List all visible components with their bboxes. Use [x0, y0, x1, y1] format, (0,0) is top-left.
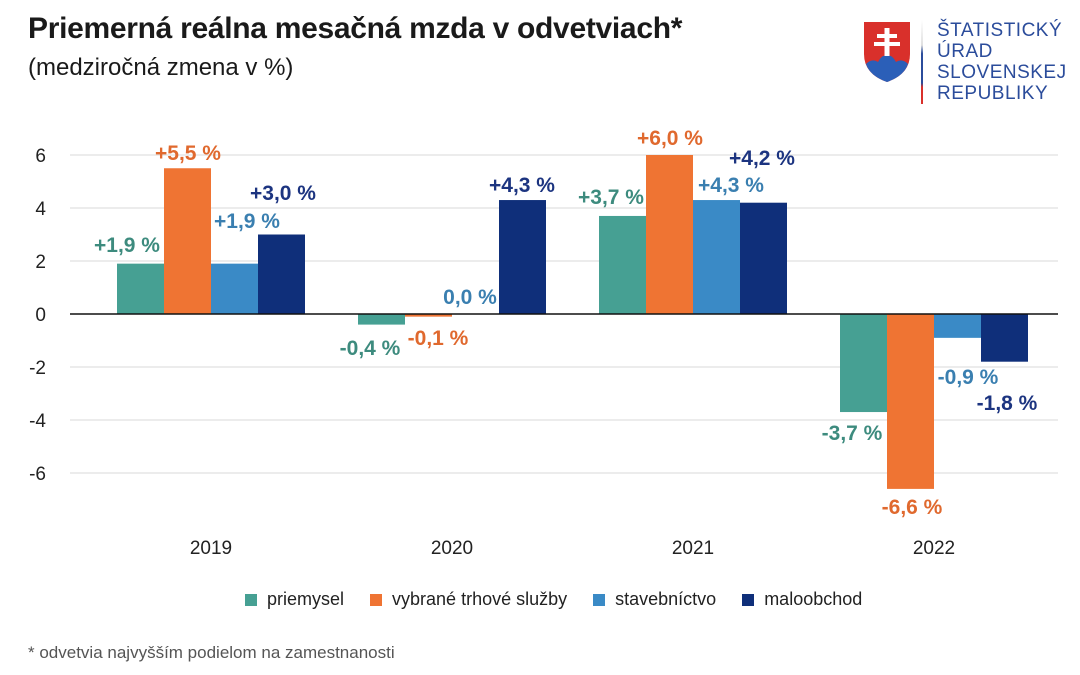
logo-line: ŠTATISTICKÝ: [937, 20, 1063, 41]
bar: [887, 314, 934, 489]
legend: priemysel vybrané trhové služby stavební…: [245, 589, 862, 610]
statistical-office-logo: ŠTATISTICKÝ ÚRAD SLOVENSKEJ REPUBLIKY: [860, 18, 1070, 108]
data-label: +4,2 %: [729, 147, 795, 170]
data-label: +3,0 %: [250, 182, 316, 205]
logo-line: REPUBLIKY: [937, 83, 1049, 104]
bar: [499, 200, 546, 314]
data-label: +3,7 %: [578, 186, 644, 209]
y-tick-label: -6: [29, 464, 46, 485]
bar: [117, 263, 164, 314]
data-label: +4,3 %: [489, 174, 555, 197]
legend-item: maloobchod: [742, 589, 862, 610]
data-label: +6,0 %: [637, 127, 703, 150]
chart-subtitle: (medziročná zmena v %): [28, 54, 294, 81]
data-label: -1,8 %: [977, 392, 1038, 415]
legend-label: stavebníctvo: [615, 589, 717, 609]
data-label: +4,3 %: [698, 174, 764, 197]
logo-divider: [921, 20, 923, 104]
bar: [405, 314, 452, 317]
legend-label: maloobchod: [764, 589, 863, 609]
bar: [258, 234, 305, 314]
bar-chart: 6 4 2 0 -2 -4 -6 2019 2020 2021 2022 +1,9 % -0,4 % +3…: [29, 127, 1058, 559]
legend-swatch: [370, 593, 383, 606]
data-label: 0,0 %: [443, 286, 497, 309]
x-tick-label: 2022: [913, 538, 955, 559]
logo-line: SLOVENSKEJ: [937, 62, 1067, 83]
y-tick-label: 0: [35, 305, 46, 326]
bar: [164, 168, 211, 314]
legend-label: priemysel: [267, 589, 345, 609]
y-tick-label: 2: [35, 252, 46, 273]
bar: [693, 200, 740, 314]
data-label: -3,7 %: [822, 422, 883, 445]
legend-swatch: [742, 593, 755, 606]
bar: [934, 314, 981, 338]
bar: [981, 314, 1028, 362]
legend-swatch: [245, 593, 257, 606]
data-label: +1,9 %: [94, 234, 160, 257]
data-label: -0,9 %: [938, 366, 999, 389]
logo-line: ÚRAD: [937, 41, 993, 62]
bar: [599, 215, 646, 314]
legend-item: priemysel: [245, 589, 344, 610]
legend-item: vybrané trhové služby: [370, 589, 567, 610]
y-tick-label: 6: [35, 146, 46, 167]
legend-item: stavebníctvo: [593, 589, 716, 610]
data-label: -0,1 %: [408, 327, 469, 350]
x-tick-label: 2021: [672, 538, 714, 559]
data-label: +5,5 %: [155, 142, 221, 165]
data-label: +1,9 %: [214, 210, 280, 233]
y-tick-label: -2: [29, 358, 46, 379]
bar: [740, 202, 787, 314]
y-tick-label: 4: [35, 199, 46, 220]
bar: [840, 314, 887, 413]
legend-label: vybrané trhové služby: [392, 589, 568, 609]
bar: [358, 314, 405, 325]
y-tick-label: -4: [29, 411, 46, 432]
bar: [211, 263, 258, 314]
data-label: -6,6 %: [882, 496, 943, 519]
footnote: * odvetvia najvyšším podielom na zamestn…: [28, 643, 395, 662]
x-tick-label: 2019: [190, 538, 232, 559]
x-tick-label: 2020: [431, 538, 473, 559]
bar: [646, 155, 693, 314]
data-label: -0,4 %: [340, 337, 401, 360]
logo-text: ŠTATISTICKÝ ÚRAD SLOVENSKEJ REPUBLIKY: [937, 20, 1067, 104]
legend-swatch: [593, 593, 606, 606]
chart-title: Priemerná reálna mesačná mzda v odvetvia…: [28, 12, 683, 45]
slovak-coat-of-arms-icon: [864, 22, 910, 82]
